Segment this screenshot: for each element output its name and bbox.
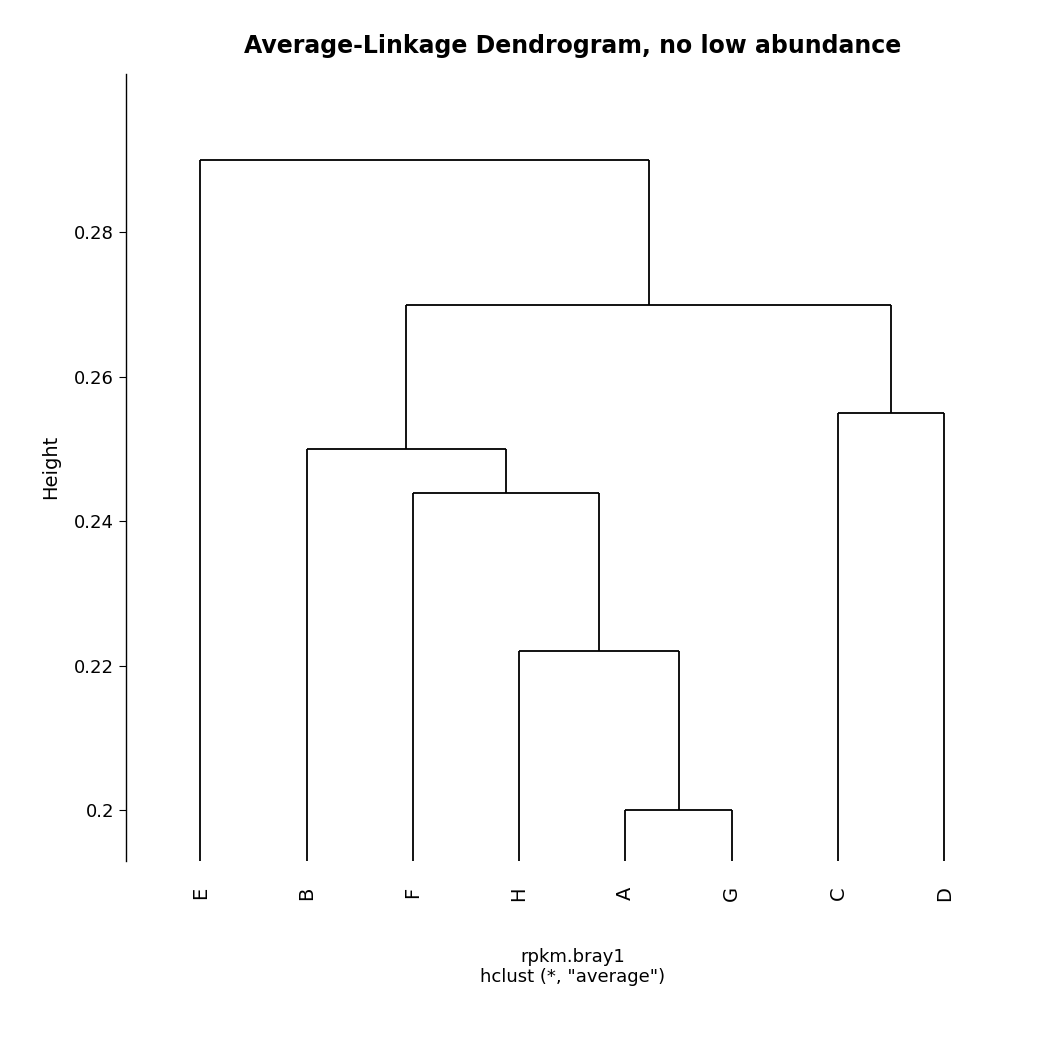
Text: rpkm.bray1
hclust (*, "average"): rpkm.bray1 hclust (*, "average"): [480, 947, 665, 986]
Text: D: D: [934, 886, 953, 901]
Text: F: F: [403, 886, 422, 898]
Title: Average-Linkage Dendrogram, no low abundance: Average-Linkage Dendrogram, no low abund…: [244, 34, 901, 58]
Text: C: C: [828, 886, 847, 900]
Text: G: G: [722, 886, 741, 901]
Text: E: E: [191, 886, 210, 899]
Text: H: H: [509, 886, 528, 901]
Y-axis label: Height: Height: [41, 435, 60, 500]
Text: B: B: [297, 886, 316, 900]
Text: A: A: [616, 886, 635, 900]
